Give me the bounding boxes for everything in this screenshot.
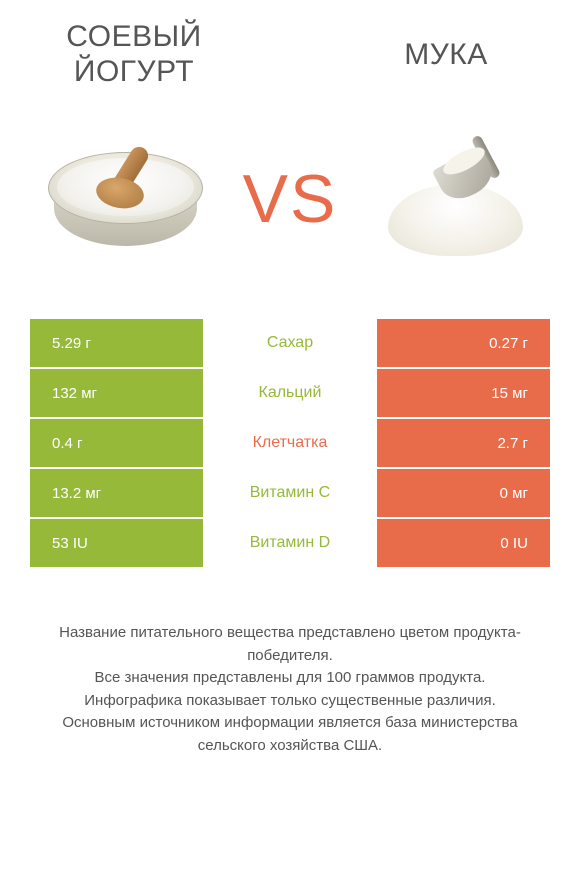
nutrient-label: Витамин C bbox=[203, 469, 376, 517]
right-product-image bbox=[370, 119, 540, 279]
nutrient-label: Кальций bbox=[203, 369, 376, 417]
footnote-line: Название питательного вещества представл… bbox=[40, 622, 540, 667]
nutrient-label: Витамин D bbox=[203, 519, 376, 567]
left-value-cell: 13.2 мг bbox=[30, 469, 203, 517]
nutrient-label: Сахар bbox=[203, 319, 376, 367]
left-value-cell: 5.29 г bbox=[30, 319, 203, 367]
vs-label: VS bbox=[243, 160, 338, 238]
footnote: Название питательного вещества представл… bbox=[30, 622, 550, 757]
title-row: Соевый йогурт Мука bbox=[30, 20, 550, 89]
table-row: 5.29 гСахар0.27 г bbox=[30, 319, 550, 367]
right-value-cell: 2.7 г bbox=[377, 419, 550, 467]
left-value-cell: 53 IU bbox=[30, 519, 203, 567]
left-value-cell: 0.4 г bbox=[30, 419, 203, 467]
left-value-cell: 132 мг bbox=[30, 369, 203, 417]
right-product-title: Мука bbox=[342, 38, 550, 73]
footnote-line: Инфографика показывает только существенн… bbox=[40, 690, 540, 713]
right-value-cell: 0.27 г bbox=[377, 319, 550, 367]
nutrient-label: Клетчатка bbox=[203, 419, 376, 467]
right-value-cell: 0 мг bbox=[377, 469, 550, 517]
right-value-cell: 0 IU bbox=[377, 519, 550, 567]
comparison-table: 5.29 гСахар0.27 г132 мгКальций15 мг0.4 г… bbox=[30, 319, 550, 567]
left-product-image bbox=[40, 119, 210, 279]
footnote-line: Все значения представлены для 100 граммо… bbox=[40, 667, 540, 690]
footnote-line: Основным источником информации является … bbox=[40, 712, 540, 757]
table-row: 13.2 мгВитамин C0 мг bbox=[30, 469, 550, 517]
table-row: 132 мгКальций15 мг bbox=[30, 369, 550, 417]
table-row: 0.4 гКлетчатка2.7 г bbox=[30, 419, 550, 467]
left-product-title: Соевый йогурт bbox=[30, 20, 238, 89]
image-row: VS bbox=[30, 119, 550, 279]
table-row: 53 IUВитамин D0 IU bbox=[30, 519, 550, 567]
right-value-cell: 15 мг bbox=[377, 369, 550, 417]
